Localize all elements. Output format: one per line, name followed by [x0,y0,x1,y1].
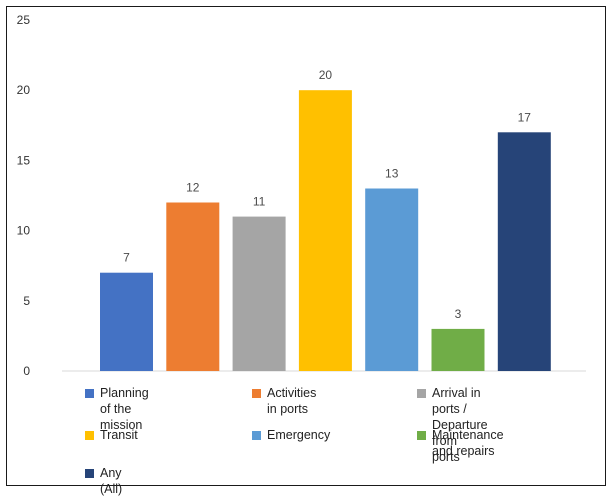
legend-label: Arrival in ports / Departure from ports [432,385,488,465]
legend-label-line: Planning of the mission [100,386,149,432]
data-label: 20 [319,68,333,82]
legend-swatch [252,389,261,398]
legend-label-line: Emergency [267,428,331,442]
legend-label-line: Any (All) [100,466,123,496]
legend-swatch [417,431,426,440]
data-label: 7 [123,251,130,265]
legend-swatch [85,469,94,478]
bar [232,216,286,371]
legend-swatch [85,431,94,440]
legend-item: Maintenance and repairs [417,427,504,459]
data-label: 3 [455,307,462,321]
legend-label: Any (All) [100,465,122,497]
bar [497,132,551,371]
legend-label-line: Departure from ports [432,418,488,464]
legend-label-line: Arrival in ports / [432,386,481,416]
data-label: 13 [385,167,399,181]
legend-label: Planning of the mission [100,385,149,433]
bar [431,328,485,371]
legend-label: Activities in ports [267,385,316,417]
legend-item: Planning of the mission [85,385,149,433]
bar [365,188,419,371]
legend-label: Maintenance and repairs [432,427,504,459]
legend-label-line: Maintenance and repairs [432,428,504,458]
legend-label: Emergency [267,427,330,443]
legend-item: Arrival in ports / Departure from ports [417,385,488,465]
bar [298,90,352,371]
legend-swatch [85,389,94,398]
legend-label: Transit [100,427,138,443]
bars-group [100,90,551,371]
data-label: 11 [253,195,266,209]
legend-label-line: Transit [100,428,138,442]
legend-swatch [417,389,426,398]
y-tick-label: 25 [17,13,31,27]
legend-swatch [252,431,261,440]
bar [100,272,153,371]
legend-item: Transit [85,427,138,443]
y-tick-label: 5 [23,294,30,308]
legend-item: Any (All) [85,465,122,497]
y-tick-label: 10 [17,224,31,238]
legend-item: Emergency [252,427,330,443]
legend-label-line: Activities in ports [267,386,317,416]
data-label: 17 [518,110,532,124]
data-label: 12 [186,181,200,195]
y-axis: 0 5 10 15 20 25 [17,13,31,378]
bar [166,202,220,371]
y-tick-label: 20 [17,83,31,97]
y-tick-label: 15 [17,153,31,167]
y-tick-label: 0 [23,364,30,378]
legend-item: Activities in ports [252,385,316,417]
data-labels-group: 7 12 11 20 13 3 17 [123,68,531,321]
